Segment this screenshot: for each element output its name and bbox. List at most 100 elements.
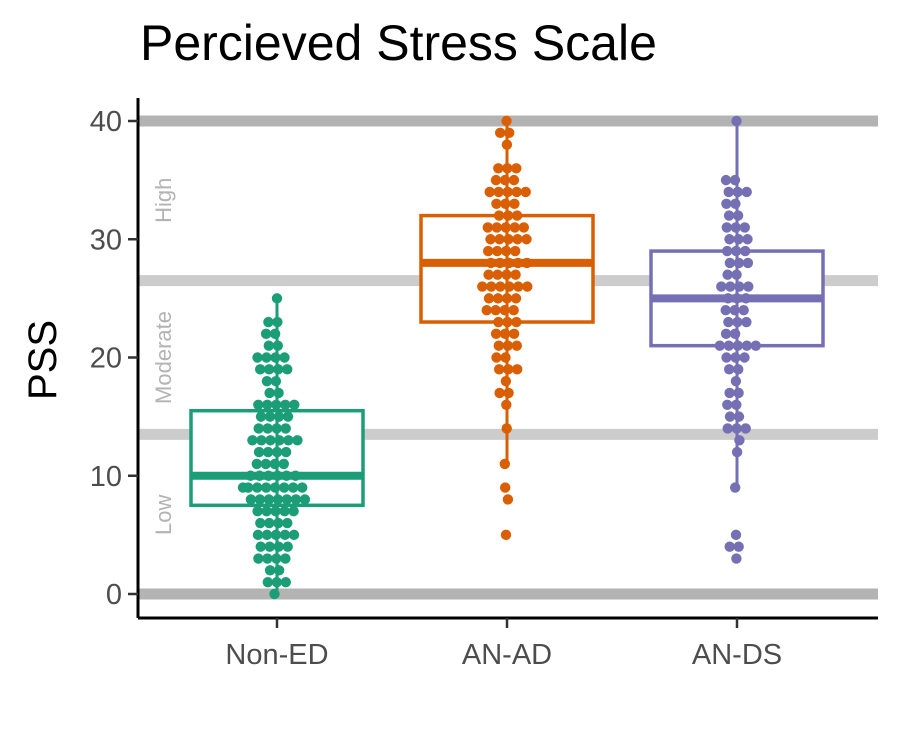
data-point [509,198,520,209]
data-point [742,234,753,245]
data-point [731,115,742,127]
data-point [494,387,505,399]
band-labels: Low Moderate High [151,178,176,535]
data-point [270,482,281,493]
data-point [501,139,513,150]
data-point [279,506,290,517]
data-point [501,423,512,434]
y-tick-label: 0 [106,579,122,611]
data-point [504,281,515,292]
data-point [299,494,311,505]
data-point [280,576,291,588]
data-point [520,186,531,198]
data-point [252,482,263,493]
data-point [732,210,744,221]
data-point [738,305,749,316]
data-point [729,305,740,316]
data-point [730,482,741,493]
data-point [263,470,274,481]
data-point [272,316,283,328]
data-point [510,293,522,304]
data-point [264,387,275,399]
data-point [724,387,735,399]
data-point [722,293,734,304]
data-point [492,293,504,304]
data-point [280,399,291,410]
data-point [731,269,742,280]
data-point [734,435,745,446]
data-point [721,352,732,363]
data-point [500,375,512,387]
data-point [494,364,505,375]
data-point [271,399,282,410]
data-point [264,364,275,375]
data-point [499,305,510,316]
band-label: Low [151,494,176,534]
data-point [724,364,735,375]
data-point [500,482,511,493]
data-point [263,316,274,328]
data-point [720,328,732,340]
data-point [750,340,761,351]
data-point [499,458,510,470]
data-point [722,269,733,280]
data-point [269,588,280,600]
data-point [731,446,743,458]
y-tick-label: 20 [90,343,122,375]
data-point [279,529,291,541]
data-point [501,293,513,304]
data-point [283,435,294,446]
data-point [255,541,266,552]
y-tick-label: 40 [90,106,122,138]
data-point [261,352,272,363]
data-point [740,423,751,434]
data-point [490,328,502,340]
data-point [724,541,735,552]
data-point [730,529,742,541]
data-point [508,305,519,316]
data-point [722,423,733,434]
data-point [739,222,750,233]
data-point [499,328,511,340]
data-point [730,198,741,209]
data-point [270,506,281,517]
data-point [281,494,293,505]
data-point [722,245,733,257]
data-point [733,541,744,552]
data-point [733,411,745,422]
data-point [247,435,258,446]
data-point [271,446,283,458]
data-point [511,316,522,328]
data-point [254,494,266,505]
data-point [262,446,274,458]
data-point [725,281,736,292]
data-point [252,506,263,517]
data-point [251,458,262,470]
data-point [282,541,293,552]
data-point [253,399,264,410]
data-point [503,364,514,375]
data-point [256,435,267,446]
data-point [292,435,303,446]
data-point [511,186,522,198]
data-point [742,257,754,269]
data-point [477,281,488,292]
data-point [732,340,743,351]
data-point [271,293,283,304]
data-point [499,174,511,186]
data-point [502,186,513,198]
data-point [721,222,732,233]
data-point [270,375,282,387]
data-point [288,506,299,517]
data-point [492,269,503,280]
data-point [501,245,512,257]
data-point [720,174,732,186]
data-point [279,352,290,363]
data-point [495,281,506,292]
data-point [493,340,504,351]
data-point [263,340,274,351]
data-point [733,364,744,375]
data-point [265,435,276,446]
data-point [237,482,249,493]
data-point [271,553,282,564]
